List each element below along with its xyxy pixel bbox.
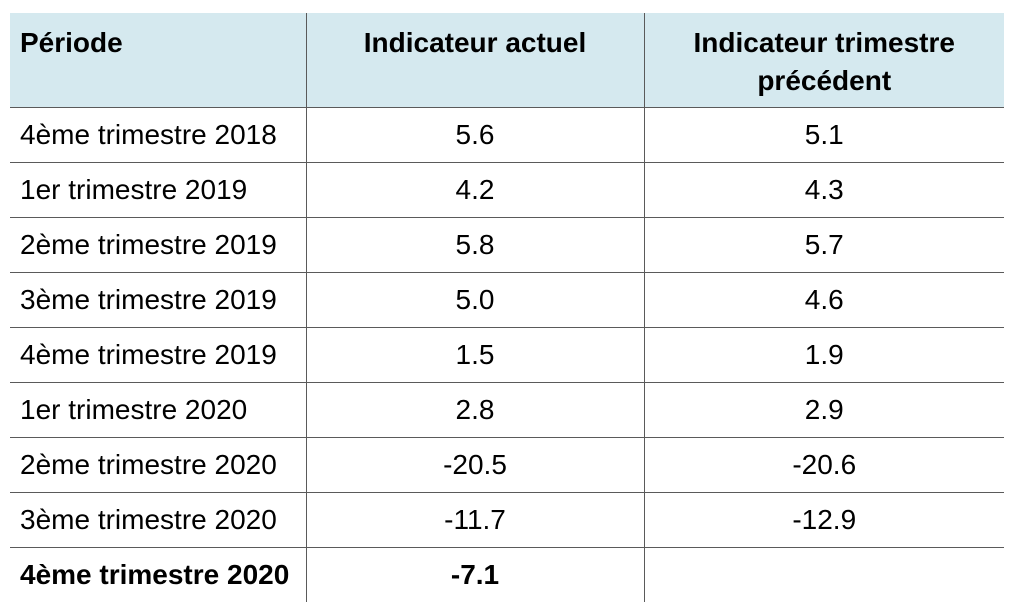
cell-period: 4ème trimestre 2018 xyxy=(10,107,306,163)
cell-period: 3ème trimestre 2020 xyxy=(10,492,306,548)
cell-period: 1er trimestre 2019 xyxy=(10,162,306,218)
header-previous-indicator: Indicateur trimestre précédent xyxy=(643,13,1005,108)
header-period: Période xyxy=(10,13,306,108)
table-row: 1er trimestre 2019 4.2 4.3 xyxy=(10,162,1004,218)
table-row: 3ème trimestre 2020 -11.7 -12.9 xyxy=(10,492,1004,548)
header-row: Période Indicateur actuel Indicateur tri… xyxy=(10,13,1004,108)
cell-period: 3ème trimestre 2019 xyxy=(10,272,306,328)
cell-period: 4ème trimestre 2019 xyxy=(10,327,306,383)
cell-period: 2ème trimestre 2020 xyxy=(10,437,306,493)
cell-period: 2ème trimestre 2019 xyxy=(10,217,306,273)
cell-previous-indicator: 5.7 xyxy=(643,217,1004,273)
table-row: 1er trimestre 2020 2.8 2.9 xyxy=(10,382,1004,438)
header-current-label: Indicateur actuel xyxy=(363,27,587,58)
cell-period: 4ème trimestre 2020 xyxy=(20,559,290,590)
header-previous-label-line2: précédent xyxy=(757,65,892,96)
header-current-indicator: Indicateur actuel xyxy=(305,13,644,108)
cell-current-indicator: 5.8 xyxy=(305,217,644,273)
indicator-table-container: Période Indicateur actuel Indicateur tri… xyxy=(10,13,1004,602)
cell-previous-indicator: 4.6 xyxy=(643,272,1004,328)
table-row: 4ème trimestre 2018 5.6 5.1 xyxy=(10,107,1004,163)
cell-current-indicator: -20.5 xyxy=(305,437,644,493)
table-row: 3ème trimestre 2019 5.0 4.6 xyxy=(10,272,1004,328)
cell-previous-indicator: 5.1 xyxy=(643,107,1004,163)
cell-current-indicator: 5.0 xyxy=(305,272,644,328)
header-previous-label-line1: Indicateur trimestre xyxy=(693,27,955,58)
header-period-label: Période xyxy=(20,27,123,58)
cell-previous-indicator: 1.9 xyxy=(643,327,1004,383)
cell-previous-indicator: 4.3 xyxy=(643,162,1004,218)
table-row: 4ème trimestre 2019 1.5 1.9 xyxy=(10,327,1004,383)
cell-current-indicator: 4.2 xyxy=(305,162,644,218)
table-row: 2ème trimestre 2020 -20.5 -20.6 xyxy=(10,437,1004,493)
cell-previous-indicator xyxy=(643,547,1004,602)
cell-current-indicator: 2.8 xyxy=(305,382,644,438)
table-row: 4ème trimestre 2020 -7.1 xyxy=(10,547,1004,602)
cell-previous-indicator: -12.9 xyxy=(643,492,1004,548)
cell-current-indicator: 5.6 xyxy=(305,107,644,163)
table-row: 2ème trimestre 2019 5.8 5.7 xyxy=(10,217,1004,273)
table-body: 4ème trimestre 2018 5.6 5.1 1er trimestre 2… xyxy=(10,107,1004,602)
table-header: Période Indicateur actuel Indicateur tri… xyxy=(10,13,1004,108)
cell-current-indicator: -11.7 xyxy=(305,492,644,548)
cell-previous-indicator: 2.9 xyxy=(643,382,1004,438)
cell-period: 1er trimestre 2020 xyxy=(10,382,306,438)
cell-current-indicator: 1.5 xyxy=(305,327,644,383)
cell-current-indicator: -7.1 xyxy=(305,547,644,602)
cell-previous-indicator: -20.6 xyxy=(643,437,1004,493)
header-previous-label: Indicateur trimestre précédent xyxy=(645,13,1005,100)
indicator-table: Période Indicateur actuel Indicateur tri… xyxy=(10,13,1004,602)
